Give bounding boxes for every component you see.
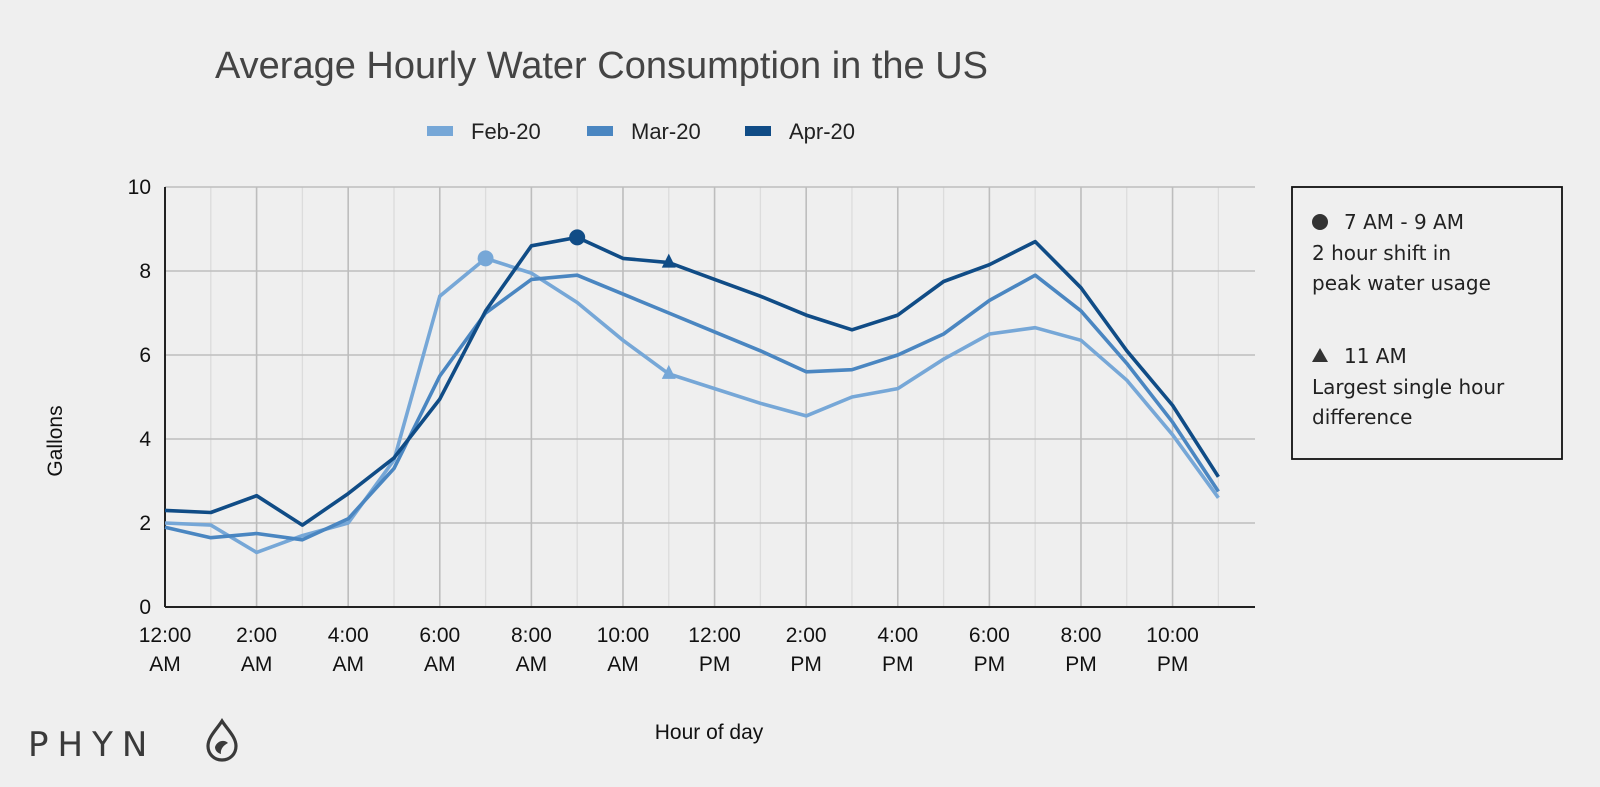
- x-tick-label: 8:00: [511, 624, 552, 647]
- x-tick-label-period: PM: [699, 653, 731, 676]
- x-tick-label-period: AM: [149, 653, 181, 676]
- x-tick-label-period: AM: [607, 653, 639, 676]
- marker-triangle-feb-20: [661, 364, 676, 379]
- x-tick-label: 10:00: [597, 624, 650, 647]
- y-axis-label: Gallons: [44, 405, 67, 476]
- x-tick-label-period: AM: [241, 653, 273, 676]
- x-tick-label-period: PM: [1157, 653, 1189, 676]
- legend-swatch-mar-20: [587, 126, 613, 136]
- x-tick-label-period: PM: [1065, 653, 1097, 676]
- grid: [164, 186, 1255, 608]
- series-lines: [164, 235, 1220, 555]
- water-drop-icon: [206, 717, 238, 762]
- annotation-frame: [1291, 186, 1563, 460]
- y-tick-label: 0: [139, 596, 151, 619]
- y-axis-ticks: 0 2 4 6 8 10: [128, 176, 152, 619]
- legend-swatch-feb-20: [427, 126, 453, 136]
- series-line-mar-20: [164, 273, 1220, 542]
- annotation-circle-icon: [1312, 214, 1328, 230]
- chart-title: Average Hourly Water Consumption in the …: [215, 45, 988, 87]
- x-tick-label: 8:00: [1061, 624, 1102, 647]
- x-tick-label-period: PM: [974, 653, 1006, 676]
- x-tick-label: 6:00: [419, 624, 460, 647]
- x-tick-label: 6:00: [969, 624, 1010, 647]
- annotation-box: 7 AM - 9 AM 2 hour shift in peak water usa…: [1291, 186, 1563, 460]
- x-tick-label-period: AM: [516, 653, 548, 676]
- x-tick-label: 10:00: [1146, 624, 1199, 647]
- annotation-line: Largest single hour: [1312, 375, 1505, 399]
- annotation-triangle-icon: [1312, 348, 1328, 362]
- y-tick-label: 2: [139, 512, 151, 535]
- x-tick-label-period: AM: [424, 653, 456, 676]
- legend: Feb-20 Mar-20 Apr-20: [427, 119, 855, 144]
- y-tick-label: 4: [139, 428, 151, 451]
- x-tick-label: 12:00: [139, 624, 192, 647]
- annotation-line: difference: [1312, 405, 1412, 429]
- legend-label-apr-20: Apr-20: [789, 119, 855, 144]
- x-tick-label: 12:00: [688, 624, 741, 647]
- annotation-heading: 11 AM: [1344, 344, 1407, 368]
- x-tick-label-period: PM: [882, 653, 914, 676]
- annotation-line: 2 hour shift in: [1312, 241, 1451, 265]
- x-tick-label-period: AM: [332, 653, 364, 676]
- y-tick-label: 8: [139, 260, 151, 283]
- x-tick-label: 4:00: [877, 624, 918, 647]
- marker-circle-apr-20: [569, 229, 586, 246]
- brand-logo: PHYN: [28, 717, 238, 765]
- brand-wordmark: PHYN: [28, 725, 156, 765]
- x-axis-ticks: 12:00 AM 2:00 AM 4:00 AM 6:00 AM 8:00 AM 10:00 AM 12…: [139, 624, 1199, 676]
- x-axis-label: Hour of day: [655, 721, 764, 744]
- series-line-feb-20: [164, 256, 1220, 555]
- legend-swatch-apr-20: [745, 126, 771, 136]
- marker-circle-feb-20: [477, 250, 494, 267]
- x-tick-label: 2:00: [786, 624, 827, 647]
- legend-label-mar-20: Mar-20: [631, 119, 701, 144]
- y-tick-label: 6: [139, 344, 151, 367]
- x-tick-label: 2:00: [236, 624, 277, 647]
- series-line-apr-20: [164, 235, 1220, 527]
- highlight-markers: [477, 229, 676, 379]
- marker-triangle-apr-20: [661, 253, 676, 268]
- y-tick-label: 10: [128, 176, 151, 199]
- x-tick-label: 4:00: [328, 624, 369, 647]
- legend-label-feb-20: Feb-20: [471, 119, 541, 144]
- annotation-line: peak water usage: [1312, 271, 1491, 295]
- annotation-heading: 7 AM - 9 AM: [1344, 210, 1464, 234]
- x-tick-label-period: PM: [790, 653, 822, 676]
